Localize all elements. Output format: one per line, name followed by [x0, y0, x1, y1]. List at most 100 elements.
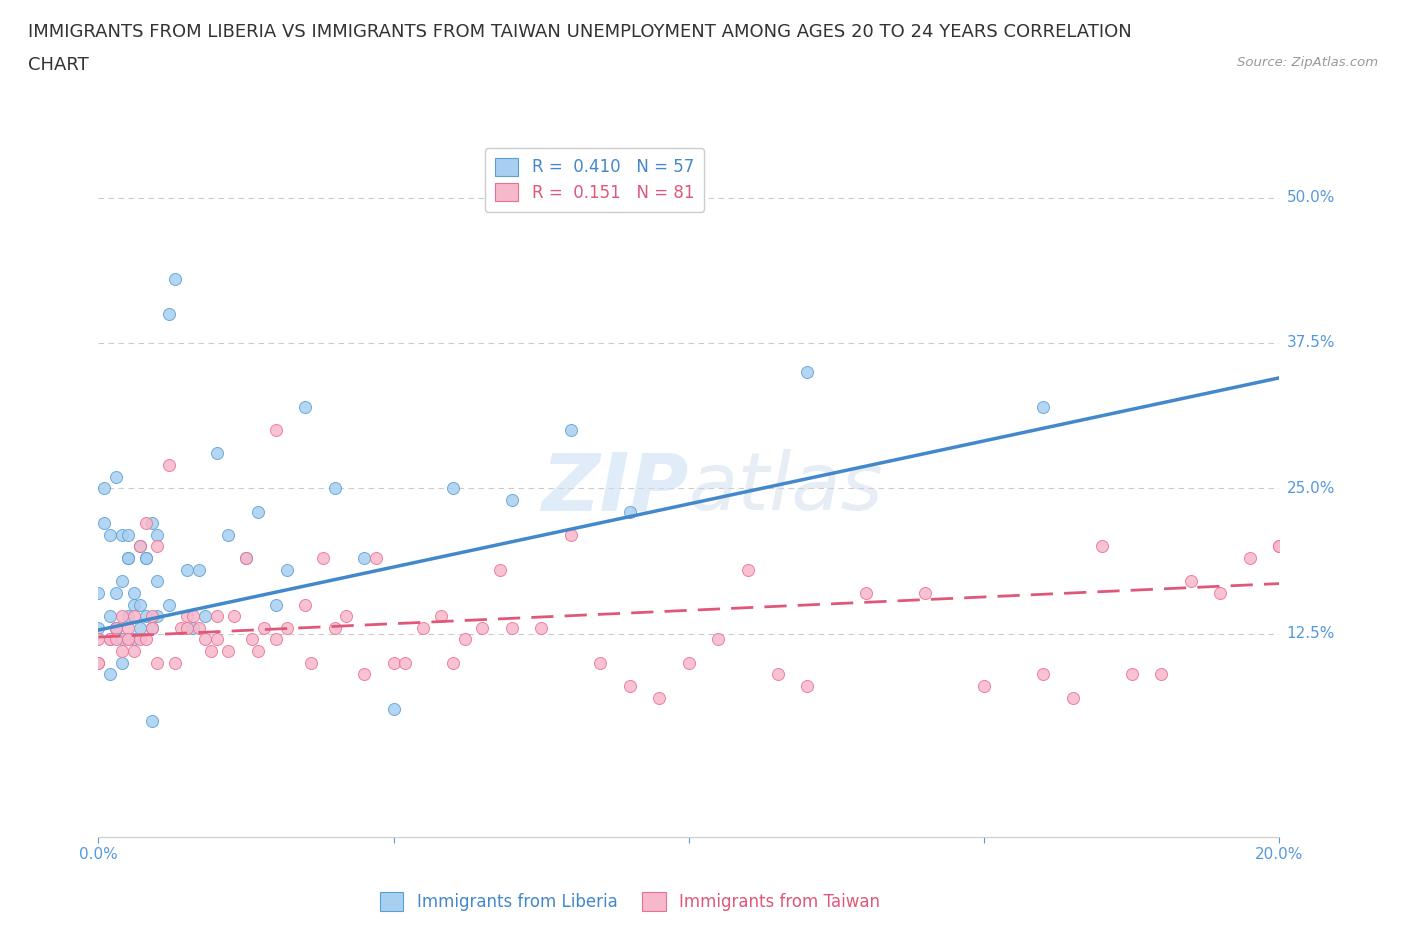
Point [111, 574, 134, 589]
Point [194, 632, 217, 647]
Point [855, 586, 877, 601]
Point [157, 458, 180, 472]
Point [181, 620, 204, 635]
Point [165, 656, 187, 671]
Point [217, 644, 239, 658]
Point [276, 620, 298, 635]
Point [111, 656, 134, 671]
Text: IMMIGRANTS FROM LIBERIA VS IMMIGRANTS FROM TAIWAN UNEMPLOYMENT AMONG AGES 20 TO : IMMIGRANTS FROM LIBERIA VS IMMIGRANTS FR… [28, 23, 1132, 41]
Point [1150, 667, 1173, 682]
Point [412, 620, 434, 635]
Point [87, 656, 110, 671]
Text: atlas: atlas [689, 449, 884, 527]
Point [128, 620, 150, 635]
Point [299, 656, 322, 671]
Point [914, 586, 936, 601]
Text: Source: ZipAtlas.com: Source: ZipAtlas.com [1237, 56, 1378, 69]
Point [146, 574, 169, 589]
Point [235, 551, 257, 565]
Point [117, 620, 139, 635]
Point [135, 609, 157, 624]
Point [253, 620, 276, 635]
Point [382, 701, 405, 716]
Point [122, 586, 145, 601]
Point [1032, 667, 1054, 682]
Point [1062, 690, 1084, 705]
Point [98, 527, 121, 542]
Point [141, 516, 163, 531]
Point [98, 632, 121, 647]
Point [1268, 539, 1291, 554]
Point [141, 620, 163, 635]
Point [471, 620, 494, 635]
Point [217, 527, 239, 542]
Point [122, 609, 145, 624]
Point [187, 620, 209, 635]
Point [796, 679, 818, 694]
Point [98, 667, 121, 682]
Point [1032, 400, 1054, 415]
Point [200, 644, 222, 658]
Point [335, 609, 357, 624]
Point [364, 551, 387, 565]
Point [117, 609, 139, 624]
Point [589, 656, 612, 671]
Point [135, 632, 157, 647]
Point [224, 609, 246, 624]
Point [264, 597, 287, 612]
Point [707, 632, 730, 647]
Point [111, 632, 134, 647]
Point [353, 667, 375, 682]
Point [560, 423, 582, 438]
Point [176, 609, 198, 624]
Point [501, 620, 523, 635]
Point [128, 539, 150, 554]
Point [394, 656, 416, 671]
Text: 25.0%: 25.0% [1286, 481, 1334, 496]
Point [353, 551, 375, 565]
Point [560, 527, 582, 542]
Point [117, 632, 139, 647]
Point [128, 539, 150, 554]
Point [117, 527, 139, 542]
Point [122, 644, 145, 658]
Text: CHART: CHART [28, 56, 89, 73]
Point [501, 493, 523, 508]
Point [128, 597, 150, 612]
Point [205, 609, 228, 624]
Point [135, 551, 157, 565]
Point [1091, 539, 1114, 554]
Point [181, 609, 204, 624]
Point [430, 609, 453, 624]
Point [441, 481, 464, 496]
Point [128, 632, 150, 647]
Point [1239, 551, 1261, 565]
Point [323, 481, 346, 496]
Point [105, 632, 128, 647]
Point [117, 632, 139, 647]
Point [165, 272, 187, 286]
Point [240, 632, 263, 647]
Point [105, 586, 128, 601]
Point [93, 516, 115, 531]
Point [146, 539, 169, 554]
Point [135, 551, 157, 565]
Text: ZIP: ZIP [541, 449, 689, 527]
Point [235, 551, 257, 565]
Point [117, 551, 139, 565]
Point [1268, 539, 1291, 554]
Point [678, 656, 700, 671]
Point [973, 679, 995, 694]
Point [619, 679, 641, 694]
Point [1209, 586, 1232, 601]
Point [111, 644, 134, 658]
Point [111, 527, 134, 542]
Point [530, 620, 553, 635]
Text: 50.0%: 50.0% [1286, 190, 1334, 206]
Point [141, 609, 163, 624]
Point [489, 562, 512, 577]
Point [111, 609, 134, 624]
Point [146, 609, 169, 624]
Point [441, 656, 464, 671]
Point [766, 667, 789, 682]
